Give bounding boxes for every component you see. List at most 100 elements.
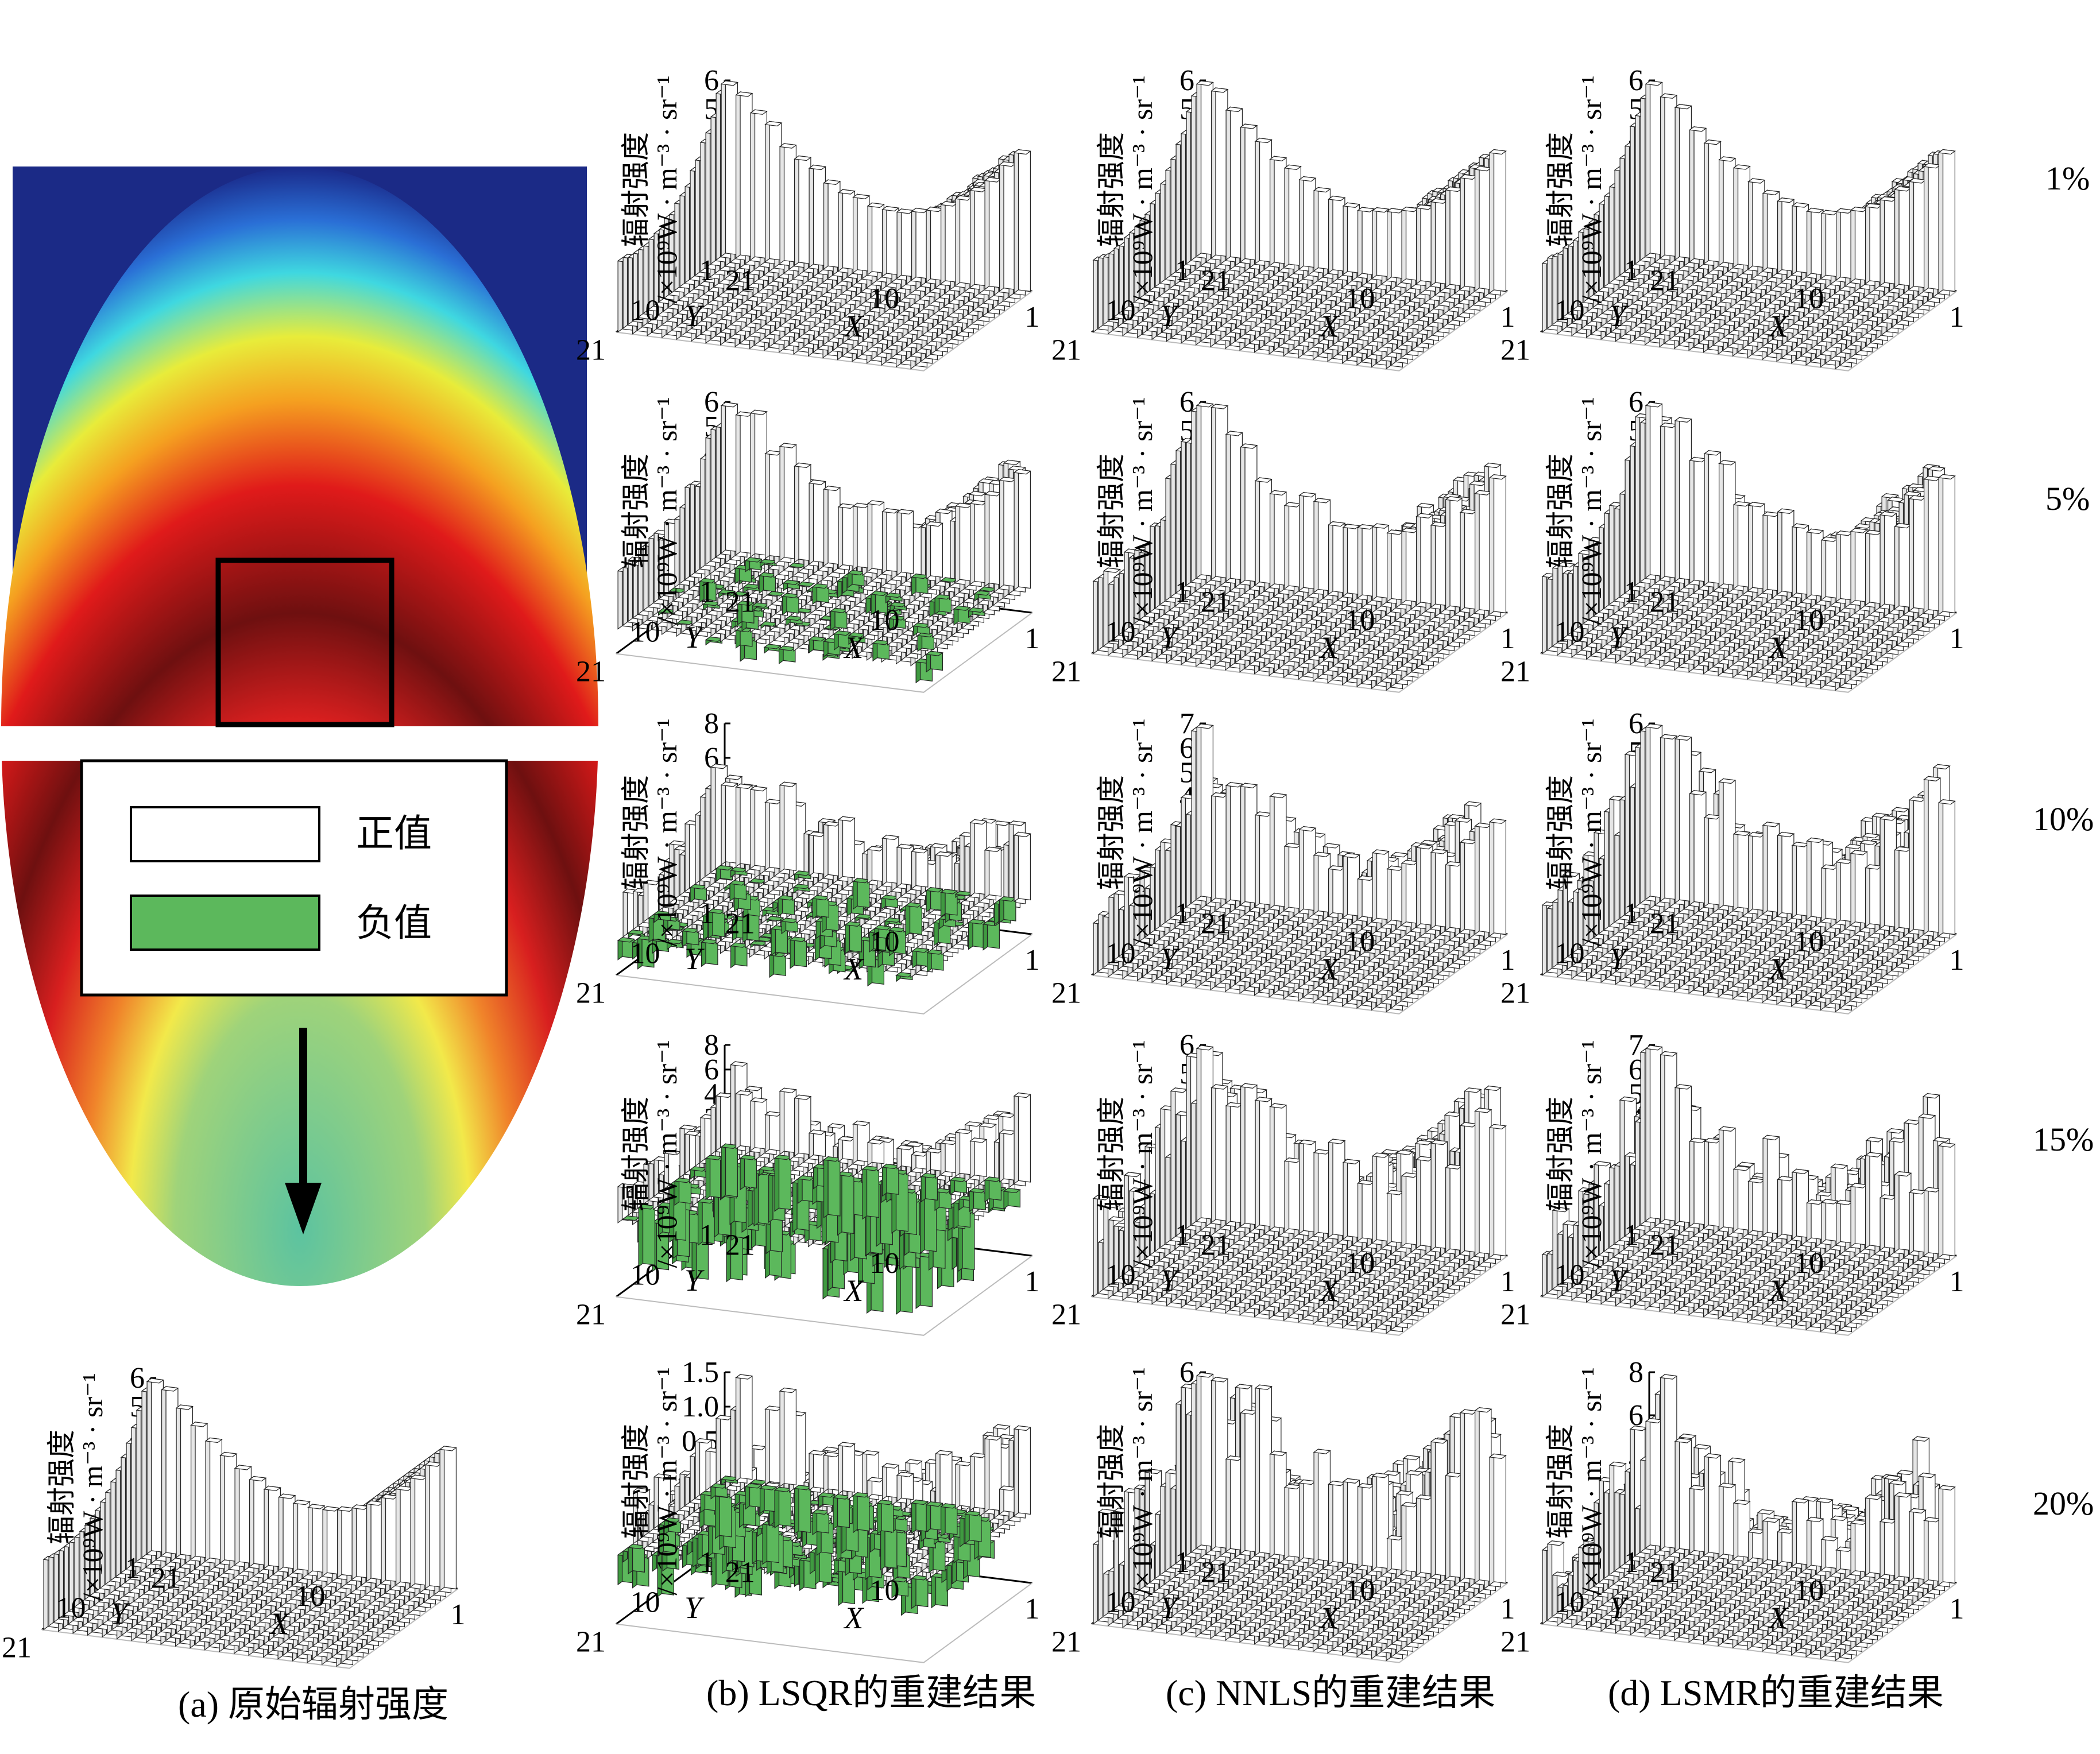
bar-side [736, 92, 740, 258]
bar-side [1615, 167, 1619, 279]
bar-side [44, 1556, 48, 1630]
bar-side [926, 207, 930, 282]
legend: 正值 负值 [82, 761, 506, 995]
bar-side [191, 1422, 195, 1559]
bar-side [1270, 156, 1274, 265]
bar-side [941, 202, 945, 284]
bar-side [1186, 109, 1190, 264]
bar-side [780, 144, 784, 264]
z-axis-unit: /×10⁹W · m⁻³ · sr⁻¹ [1126, 76, 1158, 304]
bar-side [1542, 260, 1546, 332]
bar-side [367, 1501, 371, 1581]
bar-side [1241, 124, 1245, 262]
x-axis-name: X [1318, 309, 1340, 343]
y-tick-label: 21 [1051, 334, 1081, 367]
bar-side [1475, 167, 1479, 291]
bar-side [1387, 208, 1391, 280]
bar-side [824, 180, 828, 269]
y-tick-label: 1 [1175, 254, 1190, 287]
bar-side [970, 187, 974, 288]
bar-side [396, 1486, 400, 1585]
y-tick-label: 1 [125, 1552, 140, 1585]
bar-side [235, 1465, 239, 1565]
z-tick-label: 6 [1629, 64, 1643, 97]
plot-c-1: 012345621101X11021Y辐射强度/×10⁹W · m⁻³ · sr… [1051, 64, 1515, 371]
bar-side [323, 1507, 327, 1576]
bar-side [411, 1475, 415, 1587]
bar-side [1490, 150, 1494, 293]
legend-frame [82, 761, 506, 995]
bar-side [176, 1405, 180, 1558]
z-tick-label: 6 [130, 1362, 145, 1395]
z-tick-label: 6 [704, 64, 719, 97]
bar-side [721, 81, 725, 256]
bar-side [1343, 203, 1347, 274]
x-tick-label: 21 [725, 264, 755, 297]
legend-swatch-negative [131, 896, 319, 950]
bar-side [1402, 207, 1406, 282]
bar-face [1018, 150, 1030, 292]
bar-side [137, 1407, 141, 1562]
bar-side [716, 91, 720, 260]
bar-side [1226, 107, 1230, 260]
bar-side [308, 1504, 312, 1574]
bar-side [1372, 208, 1376, 278]
bar-side [221, 1453, 225, 1563]
bar-side [1610, 184, 1614, 282]
bar-side [126, 1440, 130, 1569]
z-axis-unit: /×10⁹W · m⁻³ · sr⁻¹ [76, 1373, 109, 1601]
bar-side [1446, 187, 1450, 288]
y-axis-name: Y [684, 299, 705, 333]
bar-side [751, 110, 755, 260]
bar-side [701, 140, 705, 272]
bar-face [1494, 150, 1506, 292]
bar-side [264, 1486, 268, 1568]
x-tick-label: 21 [1201, 264, 1231, 297]
bar-side [1161, 181, 1165, 283]
y-tick-label: 21 [2, 1632, 32, 1664]
legend-label-positive: 正值 [356, 813, 432, 855]
y-tick-label: 21 [576, 334, 606, 367]
bar-side [1093, 257, 1097, 332]
x-tick-label: 1 [451, 1598, 466, 1631]
x-tick-label: 10 [295, 1580, 325, 1613]
bar-side [132, 1424, 136, 1565]
bar-side [338, 1507, 342, 1578]
legend-label-negative: 负值 [356, 903, 432, 944]
bar-side [618, 258, 622, 332]
plot-a: 012345621101X11021Y辐射强度/×10⁹W · m⁻³ · sr… [2, 1362, 466, 1668]
x-tick-label: 10 [869, 282, 899, 315]
bar-side [1358, 207, 1362, 276]
bar-side [1176, 141, 1180, 272]
bar-side [1300, 177, 1304, 269]
bar-side [1548, 255, 1552, 328]
bar-side [1000, 162, 1004, 291]
bar-side [795, 156, 799, 266]
bar-face [444, 1446, 456, 1589]
bar-side [1192, 93, 1196, 260]
bar-side [381, 1494, 385, 1583]
bar-side [690, 168, 694, 279]
z-tick-label: 6 [1179, 64, 1194, 97]
bar-side [1285, 165, 1289, 267]
x-tick-label: 1 [1025, 301, 1040, 334]
bar-side [1181, 130, 1185, 268]
bar-side [206, 1438, 210, 1561]
bar-side [142, 1388, 146, 1558]
bar-side [1460, 175, 1464, 289]
bar-side [685, 184, 689, 283]
bar-side [838, 189, 842, 271]
x-tick-label: 10 [1345, 282, 1375, 315]
bar-side [116, 1467, 120, 1577]
bar-side [162, 1387, 166, 1555]
x-axis-name: X [843, 309, 864, 343]
bar-side [293, 1500, 297, 1573]
bar-side [897, 209, 901, 278]
bar-side [352, 1505, 356, 1579]
plot-b-1: 012345621101X11021Y辐射强度/×10⁹W · m⁻³ · sr… [576, 64, 1040, 371]
z-axis-title: 辐射强度 [620, 132, 652, 247]
bar-side [1212, 88, 1216, 258]
bar-side [809, 165, 813, 268]
x-tick-label: 1 [1500, 301, 1515, 334]
